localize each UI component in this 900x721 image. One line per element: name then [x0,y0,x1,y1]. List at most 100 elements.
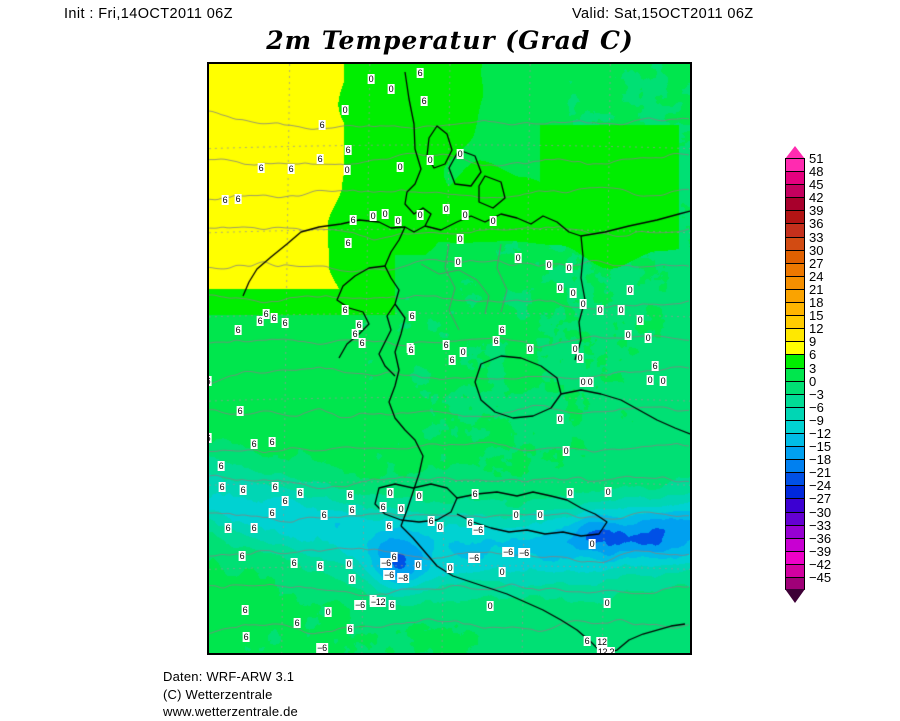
colorbar-band--9: −9 [785,413,824,433]
colorbar-tick-label: −27 [809,491,832,507]
colorbar-band-9: 9 [785,334,816,355]
footer-credits: Daten: WRF-ARW 3.1 (C) Wetterzentrale ww… [163,668,298,721]
colorbar-tick-label: 15 [809,308,824,324]
colorbar-tick-label: −15 [809,439,832,455]
station-temperature-label: 0 [565,263,573,273]
colorbar-tick-label: 33 [809,229,824,245]
station-temperature-label: −8 [397,573,409,583]
station-temperature-label: 0 [617,305,625,315]
colorbar-band-12: 12 [785,321,823,342]
colorbar-band-6: 6 [785,347,816,368]
colorbar-tick-label: −18 [809,452,832,468]
station-temperature-label: 6 [268,508,276,518]
colorbar-band--42: −42 [785,557,831,577]
station-temperature-label: 6 [498,325,506,335]
station-temperature-label: 0 [343,165,351,175]
station-temperature-label: 0 [526,344,534,354]
station-temperature-label: 0 [636,315,644,325]
station-temperature-label: 0 [556,283,564,293]
station-temperature-label: 6 [234,325,242,335]
colorbar-tick-label: −6 [809,399,824,415]
station-temperature-label: −12 [369,597,387,607]
colorbar-band--39: −39 [785,544,831,564]
station-temperature-label: 0 [514,253,522,263]
station-temperature-label: 6 [218,482,226,492]
station-temperature-label: −6 [502,547,514,557]
station-temperature-label: 0 [454,257,462,267]
colorbar-band--21: −21 [785,465,831,486]
station-temperature-label: 6 [344,238,352,248]
station-temperature-label: 6 [427,516,435,526]
colorbar-tick-label: 39 [809,203,824,219]
colorbar-tick-label: 6 [809,347,817,363]
station-temperature-label: 6 [287,164,295,174]
station-temperature-label: 6 [221,195,229,205]
colorbar-band-42: 42 [785,190,823,211]
station-temperature-label: 6 [217,461,225,471]
colorbar-tick-label: −42 [809,556,832,572]
station-temperature-label: 0 [486,601,494,611]
colorbar-tick-label: 24 [809,268,824,284]
station-temperature-label: 6 [290,558,298,568]
footer-website[interactable]: www.wetterzentrale.de [163,704,298,719]
colorbar-tick-label: −21 [809,465,832,481]
station-temperature-label: 0 [659,376,667,386]
station-temperature-label: 6 [316,561,324,571]
colorbar-band-45: 45 [785,177,823,198]
station-temperature-label: 0 [603,598,611,608]
station-temperature-label: 6 [268,437,276,447]
footer-data-source: Daten: WRF-ARW 3.1 [163,669,295,684]
station-temperature-label: −6 [316,643,328,653]
colorbar-band--15: −15 [785,439,831,460]
temperature-colorbar[interactable]: 51 48 45 42 39 36 33 30 27 24 21 18 15 12 9 6 3 0 −3 −6 −9 −1… [785,151,831,591]
valid-time-label: Valid: Sat,15OCT2011 06Z [572,6,754,22]
station-temperature-label: 0 [456,149,464,159]
station-temperature-label: 0 [341,105,349,115]
station-temperature-label: 6 [209,376,212,386]
station-temperature-label: 0 [588,539,596,549]
colorbar-tick-label: 9 [809,334,817,350]
colorbar-tick-label: −39 [809,543,832,559]
station-temperature-label: 0 [461,210,469,220]
station-temperature-label: 6 [262,309,270,319]
station-temperature-label: 6 [270,313,278,323]
station-temperature-label: 0 [646,375,654,385]
station-temperature-label: 0 [624,330,632,340]
station-temperature-label: −6 [383,570,395,580]
colorbar-tick-label: 12 [809,321,824,337]
colorbar-bottom-arrow-icon [785,589,805,604]
colorbar-band-24: 24 [785,269,823,289]
station-temperature-label: 0 [387,84,395,94]
station-temperature-label: 6 [349,215,357,225]
station-temperature-label: 6 [442,340,450,350]
colorbar-band-48: 48 [785,164,823,185]
station-temperature-label: 6 [355,320,363,330]
colorbar-band--45: −45 [785,570,831,591]
colorbar-tick-label: −24 [809,478,832,494]
colorbar-band-18: 18 [785,295,823,316]
station-temperature-label: 6 [281,318,289,328]
colorbar-band-36: 36 [785,216,823,237]
colorbar-band--30: −30 [785,505,831,525]
station-temperature-label: 6 [239,485,247,495]
colorbar-band-15: 15 [785,308,823,329]
station-temperature-label: 0 [446,563,454,573]
colorbar-tick-label: 36 [809,216,824,232]
colorbar-top-arrow-icon [785,146,805,159]
station-temperature-label: 6 [466,518,474,528]
station-temperature-label: 6 [348,505,356,515]
colorbar-tick-label: −12 [809,425,832,441]
page-title: 2m Temperatur (Grad C) [266,26,634,55]
colorbar-tick-label: −30 [809,504,832,520]
station-temperature-label: 6 [320,510,328,520]
colorbar-tick-label: −36 [809,530,832,546]
station-temperature-label: 6 [385,521,393,531]
colorbar-band--12: −12 [785,426,831,447]
station-temperature-label: 0 [381,209,389,219]
station-temperature-label: −6 [380,558,392,568]
station-temperature-label: 0 [579,377,587,387]
station-temperature-label: 6 [408,311,416,321]
station-temperature-label: 0 [414,560,422,570]
station-temperature-label: 0 [416,210,424,220]
